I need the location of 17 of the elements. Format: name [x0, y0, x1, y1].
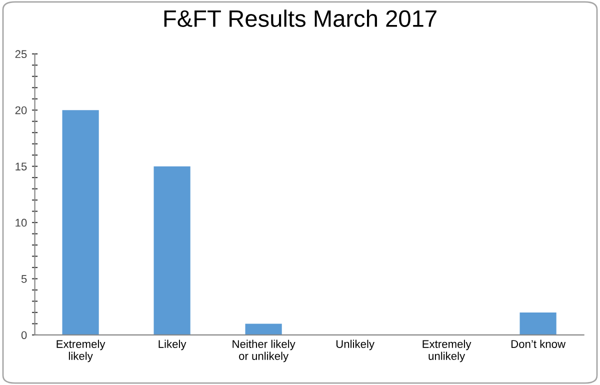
x-tick-label: Don’t know [511, 340, 566, 348]
x-tick-label: Likely [158, 340, 186, 350]
bar [154, 166, 190, 335]
bar [62, 110, 99, 335]
y-tick-label: 10 [16, 218, 27, 227]
x-tick-label: Neither likely or unlikely [232, 340, 296, 362]
bar [245, 324, 282, 335]
y-tick-label: 15 [16, 162, 27, 170]
x-tick-label: Unlikely [336, 340, 374, 350]
x-tick-label: Extremely unlikely [422, 340, 472, 362]
y-tick-label: 20 [15, 106, 27, 114]
chart-title: F&FT Results March 2017 [164, 10, 436, 27]
bar [520, 312, 556, 335]
y-tick-label: 25 [15, 50, 27, 58]
y-tick-label: 0 [21, 331, 27, 340]
y-tick-label: 5 [21, 275, 27, 283]
x-tick-label: Extremely likely [56, 340, 106, 362]
